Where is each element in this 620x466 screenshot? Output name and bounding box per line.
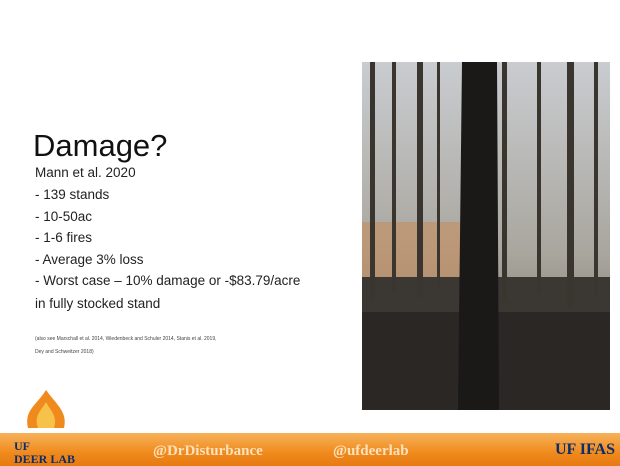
logo-flame: [16, 388, 76, 438]
bullet: - 1-6 fires: [35, 230, 92, 245]
handle: @ufdeerlab: [333, 443, 409, 460]
handle: @DrDisturbance: [153, 443, 263, 460]
slide: Damage? Mann et al. 2020 - 139 stands - 1…: [0, 0, 620, 466]
bullet: - Average 3% loss: [35, 252, 144, 267]
logo-text: DEER LAB: [14, 452, 75, 466]
bullet: - 139 stands: [35, 187, 109, 202]
closing: in fully stocked stand: [35, 296, 160, 311]
brand: UF IFAS: [555, 441, 615, 459]
slide-title: Damage?: [33, 128, 167, 164]
forest-photo: [362, 62, 610, 410]
intro: Mann et al. 2020: [35, 165, 136, 180]
bullet: - Worst case – 10% damage or -$83.79/acr…: [35, 273, 300, 288]
citation: (also see Marschall et al. 2014, Wiedenb…: [35, 336, 217, 342]
footer-bar: [0, 433, 620, 466]
citation: Dey and Schweitzer 2018): [35, 349, 94, 355]
bullet: - 10-50ac: [35, 209, 92, 224]
